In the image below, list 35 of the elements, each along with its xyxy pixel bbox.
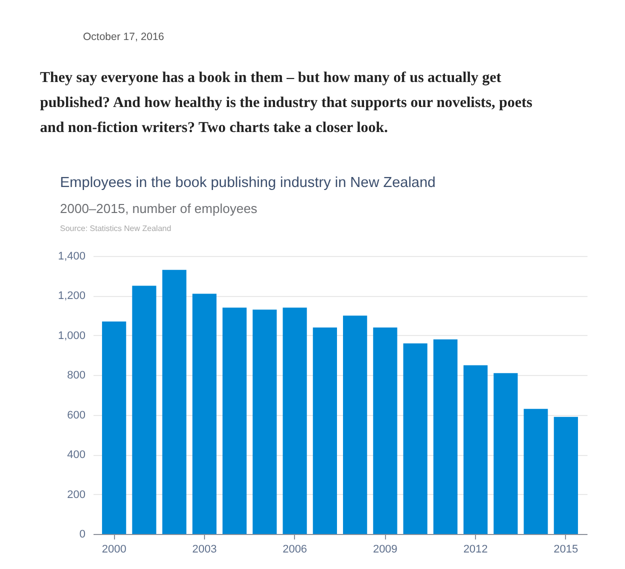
bar: [102, 322, 126, 534]
bar: [252, 310, 277, 534]
y-tick-label: 800: [67, 370, 86, 382]
x-tick-label: 2003: [192, 544, 217, 556]
bar: [433, 339, 458, 534]
text: October 17, 2016: [83, 31, 164, 43]
x-tick-label: 2012: [463, 544, 488, 556]
bar: [162, 270, 186, 534]
y-tick-label: 1,000: [58, 330, 86, 342]
x-tick-label: 2015: [554, 544, 578, 556]
y-tick-label: 0: [79, 528, 86, 540]
y-tick-label: 600: [67, 409, 86, 422]
x-tick-label: 2009: [372, 544, 398, 556]
bar: [464, 365, 488, 534]
bar: [554, 416, 578, 534]
bar: [494, 373, 518, 534]
y-tick-label: 200: [67, 488, 86, 501]
bar: [222, 308, 247, 534]
bar: [312, 327, 337, 534]
chart-title: Employees in the book publishing industry in New Zealand: [60, 175, 436, 191]
bar: [343, 316, 368, 534]
text: They say everyone has a book in them – but how many of us actually get published? And how healthy is the industry that supports our novelists, poets and non-fiction writers? Two charts take a closer look.: [40, 70, 533, 136]
source-note: Source: Statistics New Zealand: [60, 224, 172, 233]
chart-subtitle: 2000–2015, number of employees: [60, 201, 258, 216]
x-tick-label: 2006: [282, 544, 308, 556]
y-tick-label: 1,400: [58, 250, 86, 262]
bar: [132, 286, 156, 534]
x-tick-label: 2000: [102, 544, 126, 556]
bar: [524, 408, 548, 534]
bar: [403, 343, 428, 534]
bar: [373, 327, 398, 534]
y-tick-label: 1,200: [58, 290, 86, 302]
y-tick-label: 400: [67, 449, 86, 462]
bar: [282, 308, 307, 534]
bar: [192, 294, 216, 534]
